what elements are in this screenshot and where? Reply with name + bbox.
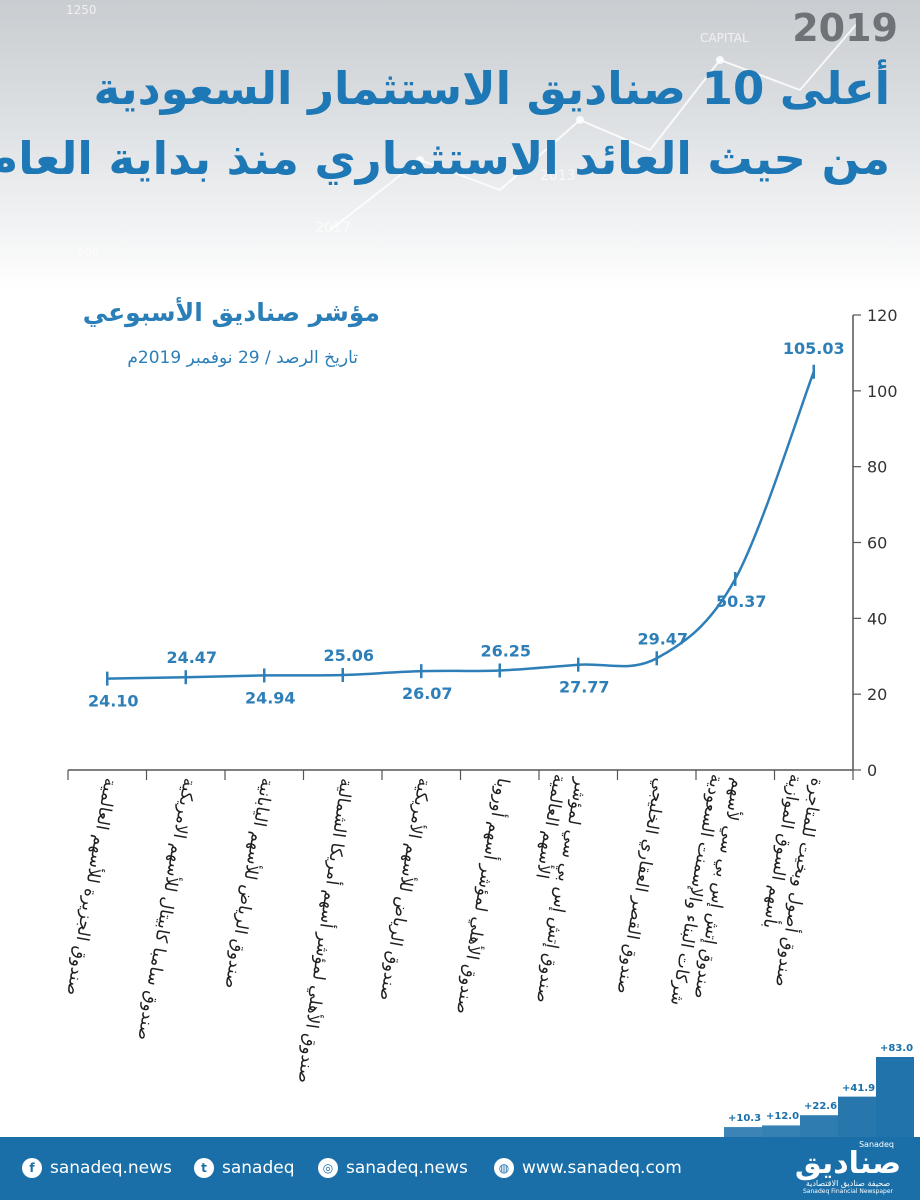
facebook-handle: sanadeq.news (50, 1158, 172, 1178)
decor-step (876, 1057, 914, 1137)
bg-text-2017: 2017 (315, 220, 351, 236)
decor-step-label: +83.0 (880, 1043, 914, 1054)
data-label: 25.06 (323, 646, 374, 665)
chart-series: 24.10 24.47 24.94 25.06 26.07 26.25 27.77 29.47… (88, 339, 845, 711)
data-label: 27.77 (559, 678, 610, 697)
decor-step (724, 1127, 762, 1137)
bg-text-capital: CAPITAL (700, 31, 749, 45)
y-tick-label: 80 (867, 458, 887, 477)
header-decor: 1250 CAPITAL 2013 2017 500 (66, 3, 861, 259)
line-chart: 0 20 40 60 80 100 120 24.10 24.47 24.94 25.06 26.0… (67, 306, 898, 780)
data-label: 29.47 (637, 629, 688, 648)
y-tick-label: 0 (867, 761, 877, 780)
decor-step-label: +12.0 (766, 1111, 800, 1123)
logo-subtitle-arabic: صحيفة صناديق الاقتصادية (805, 1179, 891, 1188)
data-label: 105.03 (783, 339, 845, 358)
data-label: 24.47 (166, 648, 217, 667)
y-tick-label: 60 (867, 534, 887, 553)
decor-step-label: +22.6 (804, 1101, 838, 1113)
y-tick-label: 20 (867, 685, 887, 704)
decor-step-label: +41.9 (842, 1082, 876, 1094)
twitter-handle: sanadeq (222, 1158, 295, 1178)
facebook-icon: f (22, 1158, 42, 1178)
chart-title: مؤشر صناديق الأسبوعي (82, 298, 380, 327)
y-tick-label: 40 (867, 609, 887, 628)
instagram-icon: ◎ (318, 1158, 338, 1178)
data-label: 50.37 (716, 592, 767, 611)
bg-text-2013: 2013 (540, 168, 576, 184)
logo-arabic: صناديق (794, 1146, 902, 1181)
decor-steps (724, 1057, 914, 1137)
footer (0, 1137, 920, 1200)
bg-text-1250: 1250 (66, 3, 97, 17)
page-title-line-2: من حيث العائد الاستثماري منذ بداية العام (0, 132, 890, 185)
facebook-link[interactable]: f sanadeq.news (22, 1158, 172, 1178)
data-label: 24.10 (88, 692, 139, 711)
y-tick-label: 100 (867, 382, 898, 401)
decor-step (762, 1125, 800, 1137)
decor-step (800, 1115, 838, 1137)
decor-step-label: +10.3 (728, 1113, 762, 1125)
twitter-icon: t (194, 1158, 214, 1178)
data-label: 26.25 (480, 641, 531, 660)
y-tick-label: 120 (867, 306, 898, 325)
chart-axes: 0 20 40 60 80 100 120 (67, 306, 898, 780)
logo: Sanadeq صناديق صحيفة صناديق الاقتصادية S… (794, 1140, 902, 1198)
header-background: 1250 CAPITAL 2013 2017 500 (0, 0, 920, 290)
twitter-link[interactable]: t sanadeq (194, 1158, 295, 1178)
logo-latin: Sanadeq (858, 1140, 894, 1149)
instagram-handle: sanadeq.news (346, 1158, 468, 1178)
data-label: 26.07 (402, 684, 453, 703)
chart-subtitle: تاريخ الرصد / 29 نوفمبر 2019م (127, 348, 358, 368)
instagram-link[interactable]: ◎ sanadeq.news (318, 1158, 468, 1178)
page-title-line-1: أعلى 10 صناديق الاستثمار السعودية (93, 62, 890, 115)
data-label: 24.94 (245, 688, 296, 707)
logo-subtitle-english: Sanadeq Financial Newspaper (802, 1188, 894, 1195)
year-label: 2019 (792, 6, 898, 50)
globe-icon: ◍ (494, 1158, 514, 1178)
website-url: www.sanadeq.com (522, 1158, 682, 1178)
decor-step (838, 1096, 876, 1137)
bg-text-500: 500 (78, 246, 99, 259)
website-link[interactable]: ◍ www.sanadeq.com (494, 1158, 682, 1178)
